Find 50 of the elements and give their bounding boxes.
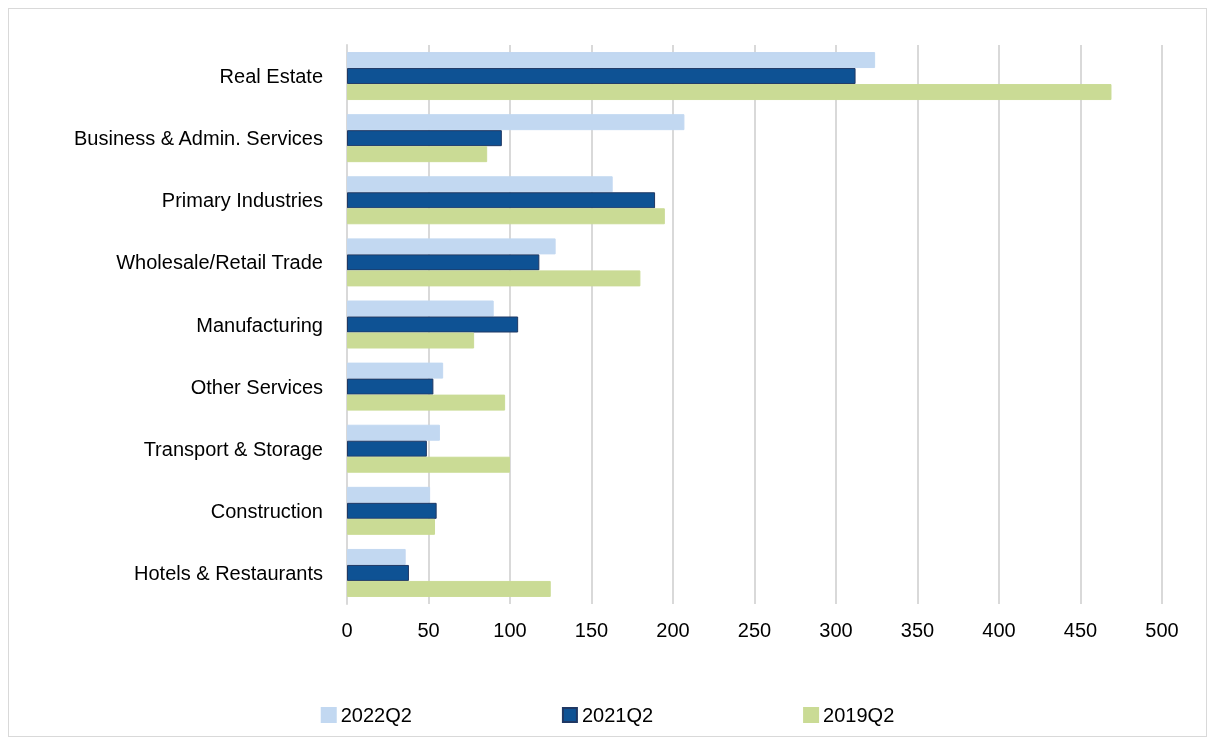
legend-label: 2022Q2 xyxy=(340,704,412,726)
x-tick-label: 200 xyxy=(656,619,690,641)
x-tick-label: 300 xyxy=(819,619,853,641)
x-tick-label: 500 xyxy=(1145,619,1179,641)
bar xyxy=(347,52,876,69)
legend-label: 2021Q2 xyxy=(581,704,654,726)
bar xyxy=(347,548,406,565)
bar xyxy=(347,518,436,535)
x-tick-label: 0 xyxy=(341,619,353,641)
y-tick-label: Construction xyxy=(210,499,323,522)
bar xyxy=(347,332,475,349)
bar xyxy=(347,114,685,131)
bar xyxy=(347,456,510,473)
bar xyxy=(347,486,431,503)
bar xyxy=(347,300,494,317)
bar xyxy=(347,84,1112,101)
bar xyxy=(347,580,551,597)
y-tick-label: Business & Admin. Services xyxy=(74,127,323,150)
bar xyxy=(347,564,409,581)
x-tick-label: 350 xyxy=(900,619,935,641)
bar xyxy=(347,362,444,379)
x-tick-label: 400 xyxy=(982,619,1016,641)
bar xyxy=(347,238,556,255)
bar xyxy=(347,424,440,441)
y-tick-label: Primary Industries xyxy=(161,189,323,212)
bar xyxy=(347,192,656,209)
bar xyxy=(347,68,856,85)
legend-label: 2019Q2 xyxy=(823,704,895,726)
bar xyxy=(347,440,427,457)
y-tick-label: Hotels & Restaurants xyxy=(134,561,323,584)
bar xyxy=(347,176,613,193)
y-tick-label: Wholesale/Retail Trade xyxy=(116,251,323,274)
bar xyxy=(347,254,540,271)
bar xyxy=(347,502,437,519)
y-tick-label: Other Services xyxy=(190,375,323,398)
y-tick-label: Manufacturing xyxy=(196,313,323,336)
bar xyxy=(347,378,434,395)
bar xyxy=(347,316,519,333)
bar xyxy=(347,208,665,225)
x-tick-label: 450 xyxy=(1063,619,1098,641)
bar xyxy=(347,270,641,287)
bar xyxy=(347,394,506,411)
y-tick-label: Real Estate xyxy=(219,65,323,88)
x-tick-label: 100 xyxy=(493,619,527,641)
x-tick-label: 250 xyxy=(737,619,772,641)
bar xyxy=(347,130,502,147)
bar xyxy=(347,146,488,163)
x-tick-label: 50 xyxy=(417,619,440,641)
x-tick-label: 150 xyxy=(574,619,609,641)
y-tick-label: Transport & Storage xyxy=(143,437,323,460)
